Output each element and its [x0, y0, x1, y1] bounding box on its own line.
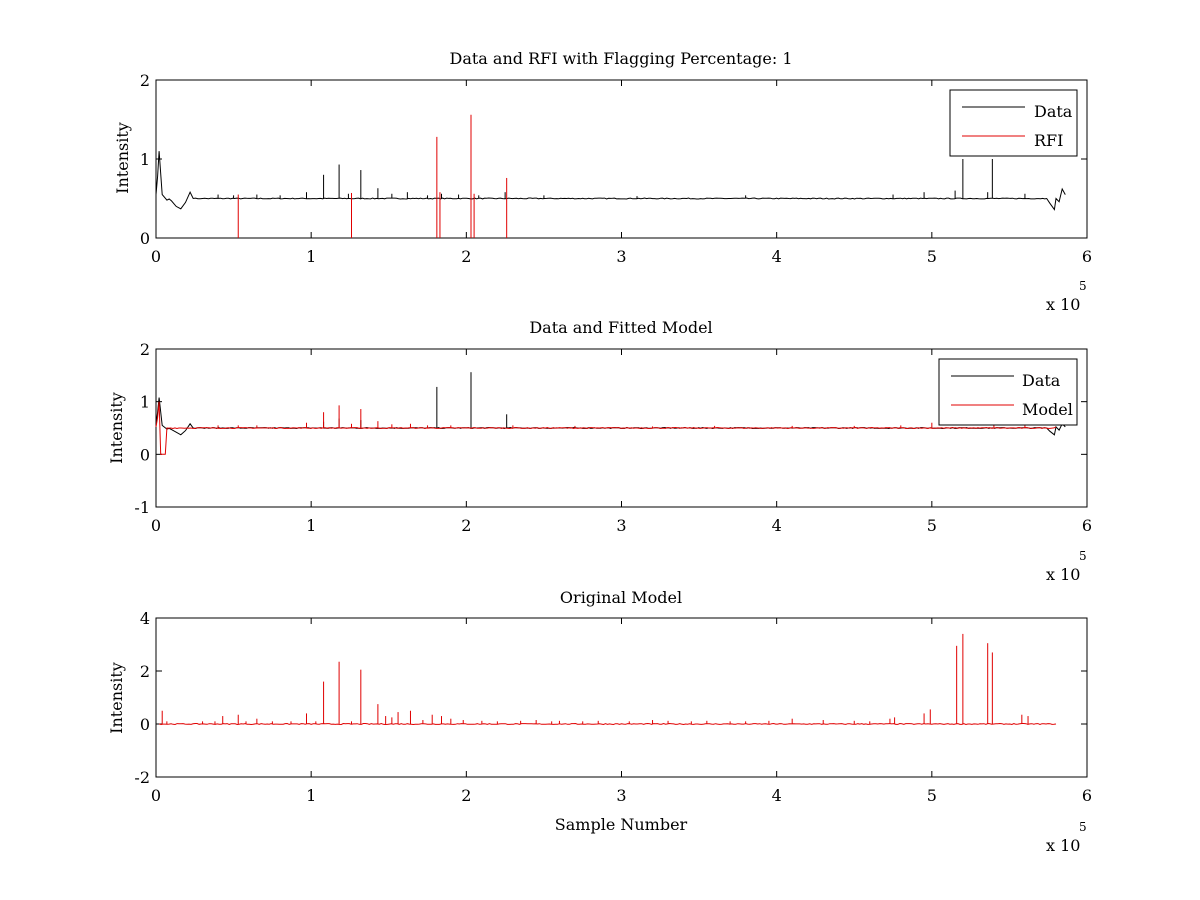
x-tick-label: 1: [306, 786, 316, 805]
x-tick-label: 6: [1082, 786, 1092, 805]
y-tick-label: 2: [140, 71, 150, 90]
chart-title: Data and RFI with Flagging Percentage: 1: [449, 49, 792, 68]
x-multiplier-exponent: 5: [1079, 279, 1087, 293]
series-line: [158, 722, 1057, 726]
y-tick-label: 2: [140, 340, 150, 359]
x-tick-label: 6: [1082, 516, 1092, 535]
chart-title: Original Model: [560, 588, 682, 607]
y-axis-label: Intensity: [107, 392, 126, 464]
x-tick-label: 5: [927, 516, 937, 535]
series-line: [155, 151, 1066, 211]
x-tick-label: 1: [306, 516, 316, 535]
series-model: [155, 401, 1057, 455]
series-rfi: [237, 114, 508, 238]
panel-data-and-rfi: Data and RFI with Flagging Percentage: 1…: [113, 49, 1092, 314]
legend: Data RFI: [949, 89, 1078, 157]
series-line: [155, 401, 1057, 455]
y-tick-label: 0: [140, 229, 150, 248]
x-tick-label: 4: [772, 786, 782, 805]
x-tick-label: 2: [461, 786, 471, 805]
y-tick-label: 0: [140, 445, 150, 464]
series-data: [155, 151, 1066, 211]
y-axis-label: Intensity: [113, 122, 132, 194]
legend-label-model: Model: [1022, 400, 1073, 419]
x-multiplier-exponent: 5: [1079, 549, 1087, 563]
x-multiplier: x 10: [1046, 836, 1080, 855]
legend: Data Model: [938, 358, 1078, 426]
x-tick-label: 5: [927, 786, 937, 805]
y-tick-label: 2: [140, 662, 150, 681]
x-axis-label: Sample Number: [555, 815, 688, 834]
x-tick-label: 3: [616, 247, 626, 266]
x-tick-label: 6: [1082, 247, 1092, 266]
y-tick-label: -2: [134, 768, 150, 787]
legend-box: [949, 89, 1078, 157]
chart-title: Data and Fitted Model: [529, 318, 712, 337]
x-tick-label: 3: [616, 516, 626, 535]
x-tick-label: 5: [927, 247, 937, 266]
y-axis-label: Intensity: [107, 662, 126, 734]
x-multiplier: x 10: [1046, 565, 1080, 584]
x-tick-label: 4: [772, 516, 782, 535]
x-multiplier: x 10: [1046, 295, 1080, 314]
x-tick-label: 2: [461, 247, 471, 266]
x-tick-label: 0: [151, 516, 161, 535]
plot-area: 0 1 2 3 4 5 6 0 1 2: [140, 71, 1092, 266]
legend-label-data: Data: [1022, 371, 1061, 390]
y-tick-label: -1: [134, 498, 150, 517]
y-tick-label: 1: [140, 393, 150, 412]
x-tick-label: 0: [151, 247, 161, 266]
x-tick-label: 4: [772, 247, 782, 266]
x-multiplier-exponent: 5: [1079, 820, 1087, 834]
x-tick-label: 2: [461, 516, 471, 535]
x-tick-label: 3: [616, 786, 626, 805]
panel-original-model: Original Model Intensity Sample Number 0…: [107, 588, 1092, 855]
legend-box: [938, 358, 1078, 426]
y-tick-label: 1: [140, 150, 150, 169]
legend-label-data: Data: [1034, 102, 1073, 121]
panel-data-and-fitted-model: Data and Fitted Model Intensity 0 1 2 3 4 5 6 -…: [107, 318, 1092, 584]
y-tick-label: 0: [140, 715, 150, 734]
legend-label-rfi: RFI: [1034, 131, 1063, 150]
x-tick-label: 1: [306, 247, 316, 266]
series-model: [158, 633, 1057, 726]
x-tick-label: 0: [151, 786, 161, 805]
y-tick-label: 4: [140, 609, 150, 628]
